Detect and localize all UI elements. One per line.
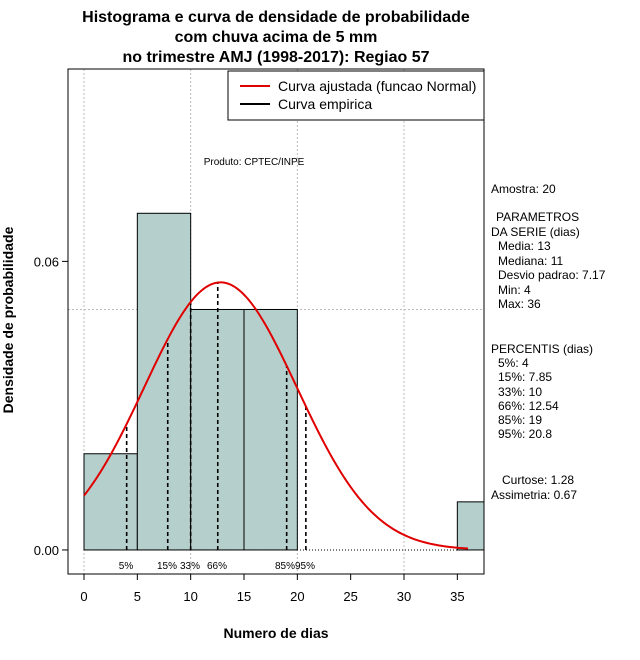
stat-max: Max: 36 [498,297,541,311]
y-axis: 0.00 0.06 [34,254,68,558]
skewness: Assimetria: 0.67 [491,488,577,502]
pct-label-66: 66% [207,561,227,572]
params-title-1: PARAMETROS [496,210,579,224]
histogram-bar-1 [136,212,192,551]
plot-frame [67,68,485,575]
x-axis-label: Numero de dias [223,625,328,641]
x-tick-label-6: 30 [397,589,411,604]
histogram-bars [83,212,484,551]
x-tick-label-1: 5 [134,589,141,604]
stat-mean: Media: 13 [498,239,551,253]
pct-label-5: 5% [119,561,134,572]
y-tick-label-1: 0.06 [34,254,59,269]
legend-box [227,70,485,121]
y-axis-label: Densidade de probabilidade [0,226,16,413]
stat-median: Mediana: 11 [498,254,563,268]
legend-empirical-label: Curva empirica [278,96,372,112]
x-tick-label-5: 25 [343,589,357,604]
x-tick-label-7: 35 [450,589,464,604]
x-tick-label-4: 20 [290,589,304,604]
sample-size: Amostra: 20 [491,182,556,196]
normal-curve [83,281,469,550]
product-annotation: Produto: CPTEC/INPE [204,157,305,168]
chart-title-line-1: Histograma e curva de densidade de proba… [82,9,470,26]
pct-label-95: 95% [295,561,315,572]
percentile-lines [125,282,307,550]
histogram-bar-0 [83,453,138,551]
x-tick-label-3: 15 [237,589,251,604]
histogram-bar-3 [243,308,298,551]
x-axis: 0 5 10 15 20 25 30 35 [80,574,465,604]
stat-stddev: Desvio padrao: 7.17 [498,268,606,282]
chart-title-line-3: no trimestre AMJ (1998-2017): Regiao 57 [122,49,429,66]
legend-normal-label: Curva ajustada (funcao Normal) [278,78,476,94]
pct-label-15: 15% [157,561,177,572]
x-tick-label-0: 0 [80,589,87,604]
percentiles-title: PERCENTIS (dias) [491,342,593,356]
pct-label-33: 33% [180,561,200,572]
percentile-95: 95%: 20.8 [498,427,552,441]
histogram-bar-4 [456,501,484,551]
y-tick-label-0: 0.00 [34,543,59,558]
legend: Curva ajustada (funcao Normal) Curva emp… [227,70,485,121]
x-tick-label-2: 10 [183,589,197,604]
percentile-labels: 5% 15% 33% 66% 85% 95% [119,561,315,572]
percentile-33: 33%: 10 [498,385,542,399]
params-title-2: DA SERIE (dias) [491,225,580,239]
percentile-15: 15%: 7.85 [498,370,552,384]
percentile-66: 66%: 12.54 [498,399,559,413]
stat-min: Min: 4 [498,283,531,297]
kurtosis: Curtose: 1.28 [502,473,574,487]
pct-label-85: 85% [275,561,295,572]
percentile-5: 5%: 4 [498,356,529,370]
chart-title-line-2: com chuva acima de 5 mm [175,29,378,46]
side-panel: Amostra: 20 PARAMETROS DA SERIE (dias) M… [491,182,606,502]
percentile-85: 85%: 19 [498,413,542,427]
